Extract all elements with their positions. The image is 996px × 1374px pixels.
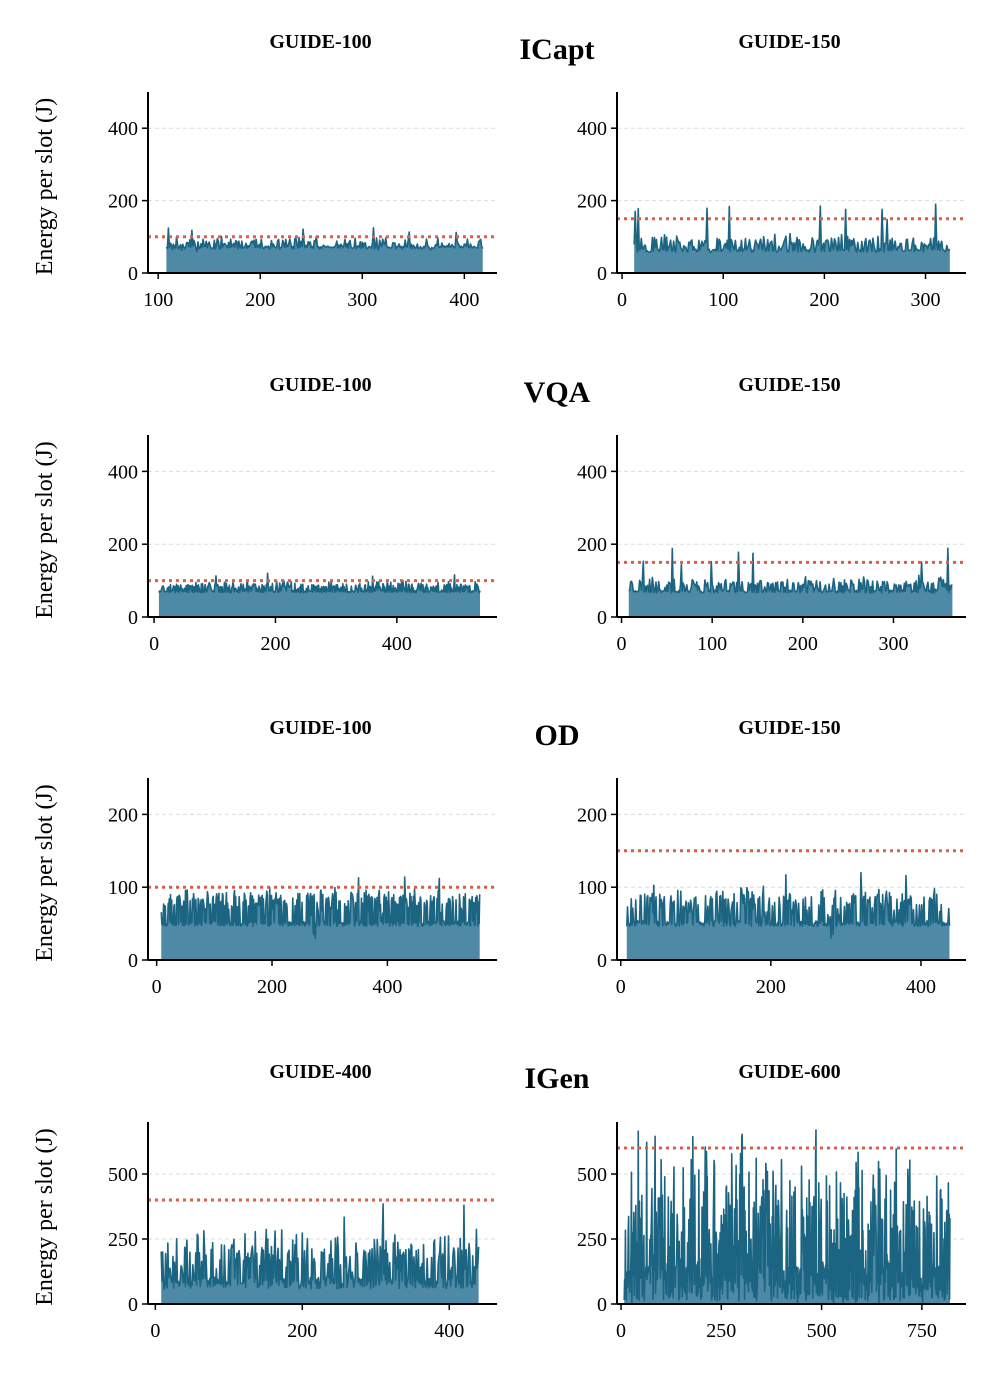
- panel-title: GUIDE-100: [269, 717, 371, 739]
- x-tick-label: 500: [807, 1320, 837, 1342]
- x-tick-label: 750: [907, 1320, 937, 1342]
- series-line: [158, 572, 481, 594]
- x-tick-label: 100: [697, 633, 727, 655]
- panel-od-guide-150: GUIDE-150 0 100 200 0 200 400: [577, 717, 966, 998]
- series-line: [625, 871, 951, 939]
- x-tick-label: 0: [617, 289, 627, 311]
- y-tick-label: 0: [597, 950, 607, 972]
- series-area: [628, 548, 953, 617]
- x-tick-label: 200: [257, 976, 287, 998]
- x-tick-label: 200: [756, 976, 786, 998]
- panel-vqa-guide-100: GUIDE-100 0 200 400 0 200 400 Energy per slot (…: [32, 374, 497, 655]
- series-line: [160, 1203, 480, 1290]
- series-line: [623, 1129, 951, 1305]
- panels: GUIDE-100 0 200 400 100 200 300 400 Energy per s…: [32, 31, 966, 1342]
- x-tick-label: 200: [788, 633, 818, 655]
- panel-igen-guide-400: GUIDE-400 0 250 500 0 200 400 Energy per slot (…: [32, 1061, 497, 1342]
- row-title-icapt: ICapt: [519, 33, 594, 66]
- x-tick-label: 200: [260, 633, 290, 655]
- series-line: [165, 226, 484, 253]
- y-tick-label: 500: [108, 1164, 138, 1186]
- x-tick-label: 0: [150, 1320, 160, 1342]
- y-tick-label: 0: [128, 1294, 138, 1316]
- y-axis-label: Energy per slot (J): [32, 1128, 58, 1306]
- y-tick-label: 200: [577, 534, 607, 556]
- x-tick-label: 250: [706, 1320, 736, 1342]
- x-tick-label: 0: [616, 976, 626, 998]
- y-tick-label: 0: [597, 607, 607, 629]
- panel-od-guide-100: GUIDE-100 0 100 200 0 200 400 Energy per slot (…: [32, 717, 497, 998]
- series-area: [626, 872, 950, 960]
- y-tick-label: 0: [128, 263, 138, 285]
- row-title-od: OD: [535, 719, 580, 752]
- panel-title: GUIDE-150: [738, 31, 840, 53]
- series-area: [634, 204, 950, 273]
- y-tick-label: 200: [108, 534, 138, 556]
- x-tick-label: 400: [372, 976, 402, 998]
- x-tick-label: 400: [434, 1320, 464, 1342]
- x-tick-label: 400: [906, 976, 936, 998]
- series-area: [158, 573, 481, 617]
- x-tick-label: 200: [809, 289, 839, 311]
- y-tick-label: 100: [577, 877, 607, 899]
- x-tick-label: 200: [287, 1320, 317, 1342]
- series-line: [633, 203, 951, 253]
- panel-icapt-guide-150: GUIDE-150 0 200 400 0 100 200 300: [577, 31, 966, 311]
- panel-vqa-guide-150: GUIDE-150 0 200 400 0 100 200 300: [577, 374, 966, 655]
- panel-icapt-guide-100: GUIDE-100 0 200 400 100 200 300 400 Energy per s…: [32, 31, 497, 311]
- row-title-igen: IGen: [524, 1062, 589, 1095]
- panel-title: GUIDE-100: [269, 31, 371, 53]
- x-tick-label: 400: [449, 289, 479, 311]
- x-tick-label: 0: [617, 633, 627, 655]
- y-tick-label: 200: [108, 191, 138, 213]
- series-area: [166, 227, 483, 273]
- panel-title: GUIDE-150: [738, 717, 840, 739]
- y-tick-label: 200: [577, 804, 607, 826]
- x-tick-label: 300: [878, 633, 908, 655]
- panel-title: GUIDE-100: [269, 374, 371, 396]
- series-line: [628, 547, 953, 594]
- x-tick-label: 400: [382, 633, 412, 655]
- series-area: [161, 1203, 479, 1304]
- row-title-vqa: VQA: [524, 376, 591, 409]
- y-tick-label: 0: [128, 950, 138, 972]
- x-tick-label: 0: [149, 633, 159, 655]
- x-tick-label: 300: [347, 289, 377, 311]
- y-tick-label: 400: [108, 461, 138, 483]
- y-tick-label: 200: [577, 191, 607, 213]
- y-tick-label: 400: [577, 118, 607, 140]
- x-tick-label: 300: [911, 289, 941, 311]
- y-axis-label: Energy per slot (J): [32, 441, 58, 619]
- panel-igen-guide-600: GUIDE-600 0 250 500 0 250 500 750: [577, 1061, 966, 1342]
- x-tick-label: 200: [245, 289, 275, 311]
- y-tick-label: 250: [577, 1229, 607, 1251]
- row-titles: ICapt VQA OD IGen: [519, 33, 594, 1095]
- series-line: [160, 876, 481, 939]
- y-tick-label: 0: [597, 263, 607, 285]
- y-tick-label: 400: [108, 118, 138, 140]
- panel-title: GUIDE-150: [738, 374, 840, 396]
- y-tick-label: 400: [577, 461, 607, 483]
- y-axis-label: Energy per slot (J): [32, 784, 58, 962]
- panel-title: GUIDE-600: [738, 1061, 840, 1083]
- x-tick-label: 0: [152, 976, 162, 998]
- y-tick-label: 0: [128, 607, 138, 629]
- x-tick-label: 100: [708, 289, 738, 311]
- y-tick-label: 0: [597, 1294, 607, 1316]
- y-tick-label: 200: [108, 804, 138, 826]
- y-tick-label: 100: [108, 877, 138, 899]
- panel-title: GUIDE-400: [269, 1061, 371, 1083]
- y-axis-label: Energy per slot (J): [32, 98, 58, 276]
- x-tick-label: 100: [143, 289, 173, 311]
- y-tick-label: 250: [108, 1229, 138, 1251]
- x-tick-label: 0: [616, 1320, 626, 1342]
- y-tick-label: 500: [577, 1164, 607, 1186]
